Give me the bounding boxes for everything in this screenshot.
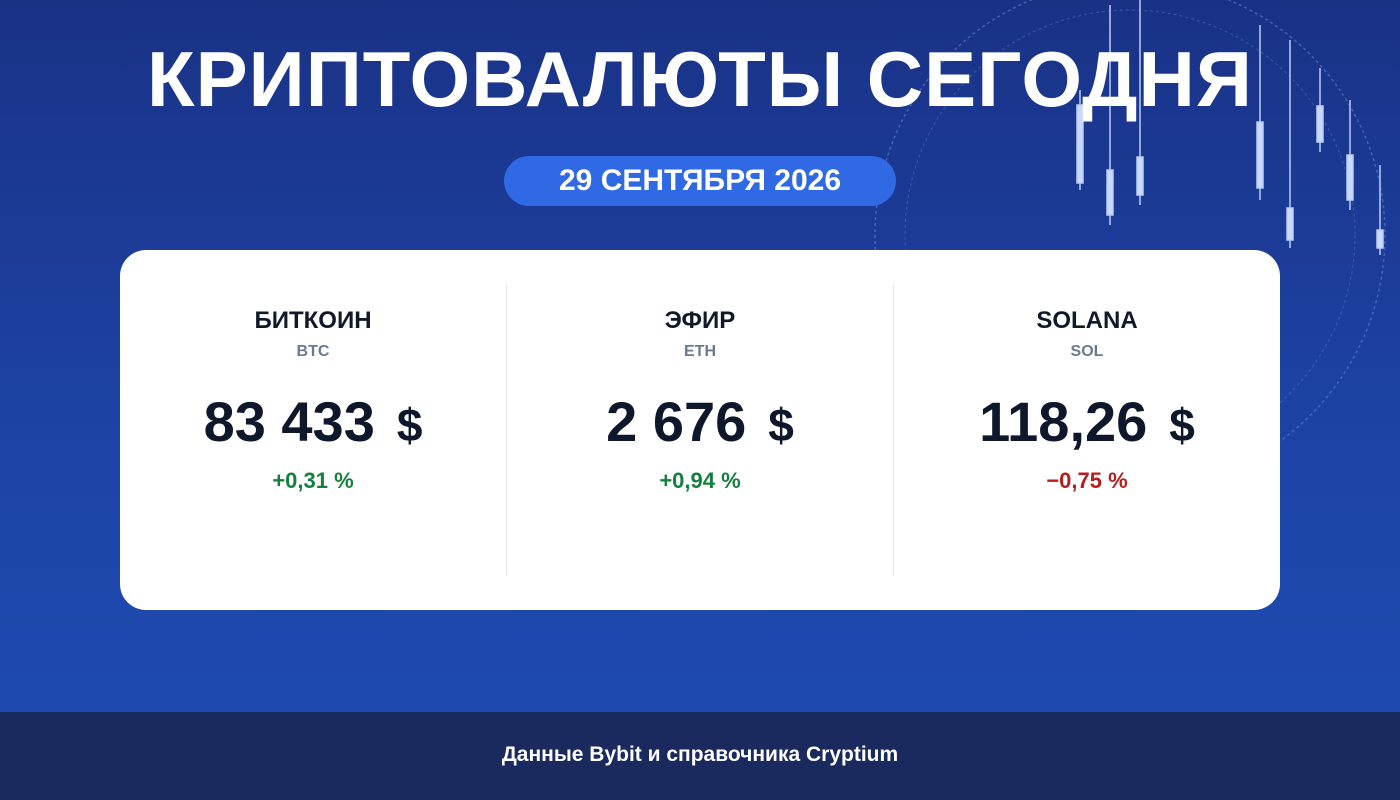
currency: $: [768, 399, 794, 451]
coin-column: SOLANA SOL 118,26 $ −0,75 %: [893, 285, 1280, 575]
coin-change: −0,75 %: [1046, 468, 1128, 493]
coin-name: SOLANA: [1036, 307, 1138, 334]
coin-price: 83 433: [203, 390, 375, 453]
coin-column: ЭФИР ETH 2 676 $ +0,94 %: [506, 285, 893, 575]
coin-ticker: BTC: [296, 343, 330, 360]
date-badge: 29 СЕНТЯБРЯ 2026: [504, 156, 896, 206]
coin-name: ЭФИР: [664, 307, 736, 334]
coin-column: БИТКОИН BTC 83 433 $ +0,31 %: [120, 285, 506, 575]
coin-price-row: 2 676 $: [507, 389, 893, 454]
coin-ticker: ETH: [684, 343, 716, 360]
coin-price-row: 118,26 $: [894, 389, 1280, 454]
coin-price-row: 83 433 $: [120, 389, 506, 454]
coin-name: БИТКОИН: [254, 307, 372, 334]
coin-price: 2 676: [606, 390, 747, 453]
currency: $: [396, 399, 423, 451]
coin-change: +0,31 %: [272, 468, 354, 493]
footer-source: Данные Bybit и справочника Cryptium: [0, 712, 1400, 800]
coin-ticker: SOL: [1070, 343, 1104, 360]
title: КРИПТОВАЛЮТЫ СЕГОДНЯ: [147, 35, 1253, 123]
rates-card: БИТКОИН BTC 83 433 $ +0,31 % ЭФИР ETH 2 6…: [120, 250, 1280, 610]
currency: $: [1169, 399, 1195, 451]
coin-price: 118,26: [979, 390, 1148, 453]
coin-change: +0,94 %: [659, 468, 741, 493]
